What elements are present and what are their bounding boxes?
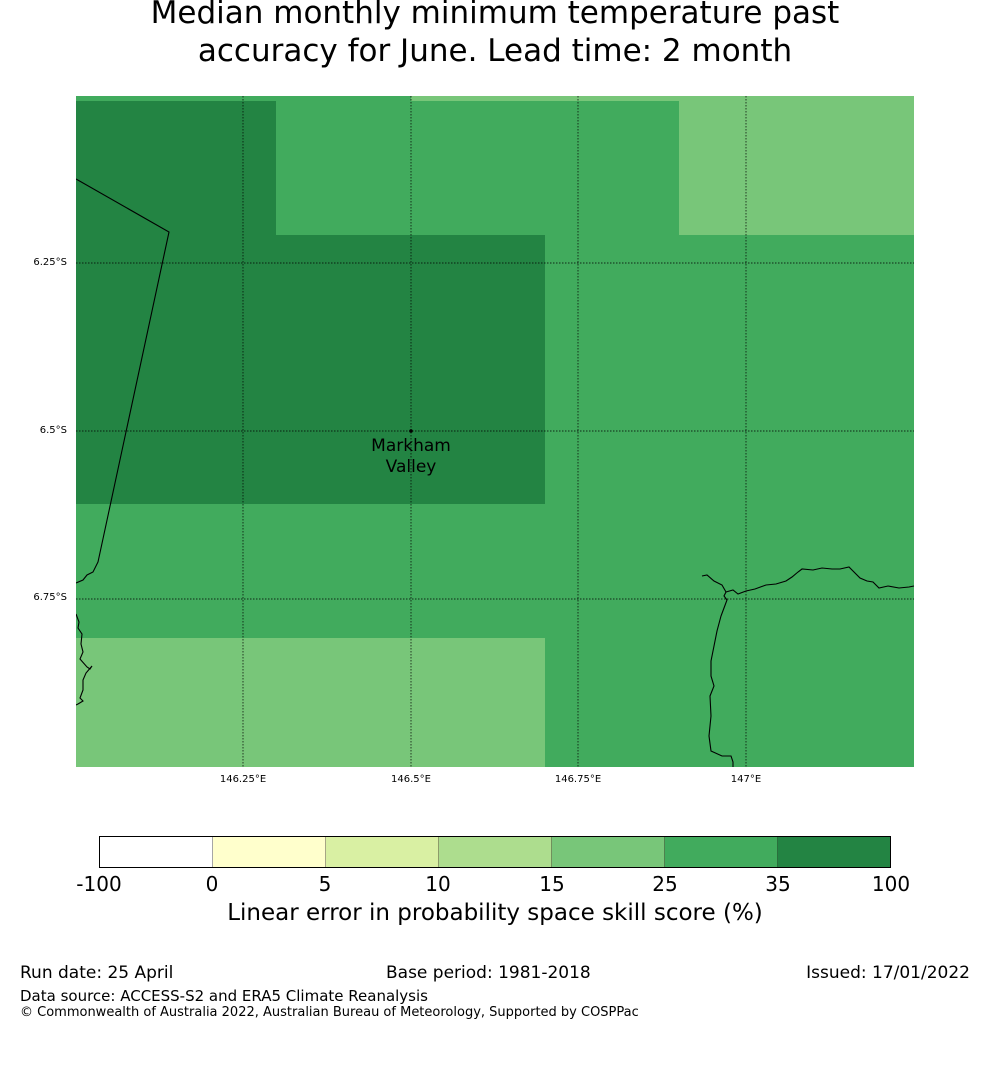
map-canvas <box>76 96 914 767</box>
colorbar-tick: 25 <box>652 872 678 896</box>
colorbar-segment <box>100 837 213 867</box>
coastline-west <box>76 613 93 706</box>
place-marker <box>409 429 413 433</box>
grid-cell <box>411 96 914 101</box>
colorbar-segment <box>213 837 326 867</box>
colorbar-label: Linear error in probability space skill … <box>227 900 763 926</box>
data-source: Data source: ACCESS-S2 and ERA5 Climate … <box>20 987 428 1005</box>
place-label: Markham Valley <box>351 436 471 478</box>
lon-label: 146.25°E <box>219 774 267 785</box>
colorbar-tick: 0 <box>205 872 219 896</box>
grid-cell <box>76 638 545 767</box>
lon-label: 146.75°E <box>554 774 602 785</box>
lon-label: 146.5°E <box>391 774 431 785</box>
lon-label: 147°E <box>730 774 762 785</box>
grid-cell <box>679 101 914 235</box>
title-line-2: accuracy for June. Lead time: 2 month <box>197 33 793 69</box>
colorbar-segment <box>326 837 439 867</box>
place-label-line-1: Markham <box>371 436 451 456</box>
grid-cell <box>76 235 545 504</box>
colorbar-tick: 5 <box>318 872 332 896</box>
issued-date: Issued: 17/01/2022 <box>806 963 970 983</box>
title-line-1: Median monthly minimum temperature past <box>150 0 840 31</box>
skill-map[interactable] <box>76 96 914 767</box>
place-label-line-2: Valley <box>385 457 437 477</box>
lat-label: 6.25°S <box>33 257 67 268</box>
coastline-east <box>725 566 914 595</box>
colorbar-tick: 100 <box>871 872 911 896</box>
run-date: Run date: 25 April <box>20 963 174 983</box>
base-period: Base period: 1981-2018 <box>386 963 591 983</box>
coastline-east <box>701 574 734 767</box>
graticule <box>76 96 914 767</box>
lat-label: 6.75°S <box>33 592 67 603</box>
lat-label: 6.5°S <box>39 425 67 436</box>
colorbar-tick: -100 <box>76 872 122 896</box>
grid-cell <box>76 101 276 235</box>
colorbar-tick: 35 <box>765 872 791 896</box>
colorbar-segment <box>439 837 552 867</box>
colorbar-tick: 15 <box>539 872 565 896</box>
colorbar-segment <box>552 837 665 867</box>
map-title: Median monthly minimum temperature past … <box>0 0 990 70</box>
copyright: © Commonwealth of Australia 2022, Austra… <box>20 1005 639 1020</box>
colorbar-segment <box>778 837 890 867</box>
colorbar-segment <box>665 837 778 867</box>
grid-cell <box>76 96 411 101</box>
colorbar-tick: 10 <box>425 872 451 896</box>
colorbar <box>99 836 891 868</box>
boundary-line <box>76 178 170 584</box>
